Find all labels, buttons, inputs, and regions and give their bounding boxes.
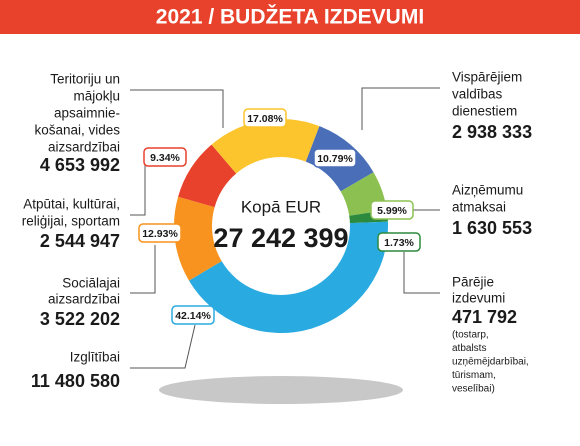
- percent-label: 5.99%: [377, 205, 407, 217]
- note: tūrismam,: [452, 370, 496, 381]
- percent-label: 42.14%: [175, 310, 211, 322]
- category-label: atmaksai: [452, 200, 506, 215]
- category-label: Vispārējiem: [452, 70, 522, 85]
- percent-label: 1.73%: [384, 237, 414, 249]
- category-label: Izglītībai: [70, 350, 120, 365]
- center-label: Kopā EUR: [241, 197, 321, 216]
- amount-label: 471 792: [452, 307, 517, 327]
- donut-segment: [173, 196, 222, 281]
- chart-title: 2021 / BUDŽETA IZDEVUMI: [156, 5, 424, 29]
- leader-line: [403, 252, 440, 294]
- leader-line: [130, 89, 224, 128]
- note: atbalsts: [452, 343, 486, 354]
- total: 27 242 399: [213, 223, 348, 253]
- category-label: reliģijai, sportam: [22, 214, 120, 229]
- percent-label: 10.79%: [317, 153, 353, 165]
- category-label: dienestiem: [452, 104, 517, 119]
- amount-label: 2 938 333: [452, 122, 532, 142]
- percent-label: 17.08%: [247, 113, 283, 125]
- category-label: mājokļu: [73, 89, 120, 104]
- donut-segment: [188, 221, 388, 334]
- shadow: [159, 376, 403, 404]
- category-label: aizsardzībai: [48, 140, 120, 155]
- leader-line: [130, 165, 146, 216]
- leader-line: [130, 245, 156, 294]
- title-bar: [0, 0, 580, 34]
- leader-line: [361, 87, 440, 130]
- category-label: izdevumi: [452, 291, 505, 306]
- note: veselībai): [452, 384, 495, 395]
- percent-box: [143, 147, 187, 167]
- donut-segment: [178, 144, 237, 208]
- category-label: Aizņēmumu: [452, 183, 523, 198]
- amount-label: 4 653 992: [40, 155, 120, 175]
- category-label: Teritoriju un: [50, 72, 120, 87]
- donut-segment: [211, 119, 320, 174]
- percent-box: [171, 305, 215, 325]
- amount-label: 3 522 202: [40, 309, 120, 329]
- category-label: Sociālajai: [62, 276, 120, 291]
- percent-box: [370, 200, 414, 220]
- amount-label: 2 544 947: [40, 231, 120, 251]
- percent-label: 9.34%: [150, 152, 180, 164]
- category-label: Pārējie: [452, 275, 494, 290]
- note: uzņēmējdarbībai,: [452, 357, 529, 368]
- amount-label: 1 630 553: [452, 218, 532, 238]
- category-label: košanai, vides: [34, 123, 120, 138]
- category-label: valdības: [452, 87, 503, 102]
- category-label: aizsardzībai: [48, 292, 120, 307]
- percent-box: [377, 232, 421, 252]
- percent-box: [138, 223, 182, 243]
- category-label: apsaimnie-: [54, 106, 120, 121]
- amount-label: 11 480 580: [31, 371, 120, 391]
- note: (tostarp,: [452, 330, 489, 341]
- percent-label: 12.93%: [142, 228, 178, 240]
- category-label: Atpūtai, kultūrai,: [23, 197, 120, 212]
- percent-box: [313, 148, 357, 168]
- leader-line: [130, 324, 196, 369]
- percent-box: [243, 108, 287, 128]
